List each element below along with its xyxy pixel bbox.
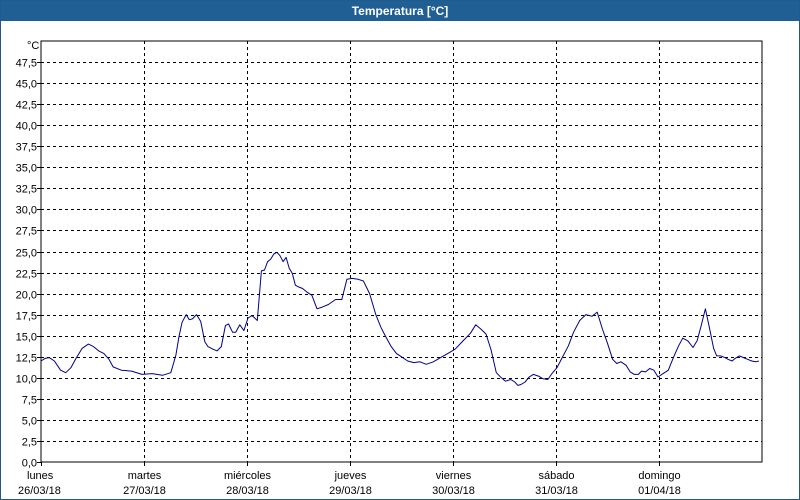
x-tick-date-label: 26/03/18	[18, 485, 61, 497]
x-tick-date-label: 01/04/18	[638, 485, 681, 497]
y-tick-label: 42,5	[16, 100, 37, 112]
temperature-chart: 0,0 2,5 5,0 7,5 10,0 12,5 15,0 17,5 20,0 22,5 25,0…	[16, 40, 763, 497]
plot-frame	[40, 40, 763, 463]
y-tick-label: 15,0	[16, 332, 37, 344]
window-title: Temperatura [°C]	[1, 1, 799, 21]
y-tick-label: 5,0	[22, 416, 37, 428]
y-tick-label: 45,0	[16, 79, 37, 91]
x-tick-day-label: jueves	[334, 470, 367, 482]
x-tick-day-label: martes	[128, 470, 162, 482]
x-tick-day-label: sábado	[538, 470, 574, 482]
x-tick-date-label: 31/03/18	[535, 485, 578, 497]
y-tick-label: 35,0	[16, 163, 37, 175]
x-tick-date-label: 28/03/18	[226, 485, 269, 497]
temperature-series-line	[40, 251, 760, 386]
y-tick-label: 10,0	[16, 374, 37, 386]
y-tick-label: 32,5	[16, 184, 37, 196]
x-tick-day-label: viernes	[436, 470, 472, 482]
y-tick-label: 30,0	[16, 205, 37, 217]
x-tick-day-label: lunes	[27, 470, 54, 482]
y-tick-label: 0,0	[22, 458, 37, 470]
x-tick-date-label: 29/03/18	[329, 485, 372, 497]
y-tick-label: 2,5	[22, 437, 37, 449]
y-tick-label: 25,0	[16, 248, 37, 260]
y-tick-label: 40,0	[16, 121, 37, 133]
y-tick-label: 37,5	[16, 142, 37, 154]
y-tick-label: 7,5	[22, 395, 37, 407]
y-tick-label: 12,5	[16, 353, 37, 365]
y-tick-label: 20,0	[16, 290, 37, 302]
x-tick-day-label: domingo	[638, 470, 680, 482]
x-tick-date-label: 27/03/18	[123, 485, 166, 497]
y-axis-unit-label: °C	[27, 40, 39, 52]
y-tick-label: 47,5	[16, 58, 37, 70]
y-tick-label: 27,5	[16, 226, 37, 238]
x-tick-date-label: 30/03/18	[432, 485, 475, 497]
y-tick-label: 22,5	[16, 269, 37, 281]
y-tick-label: 17,5	[16, 311, 37, 323]
x-tick-day-label: miércoles	[224, 470, 272, 482]
